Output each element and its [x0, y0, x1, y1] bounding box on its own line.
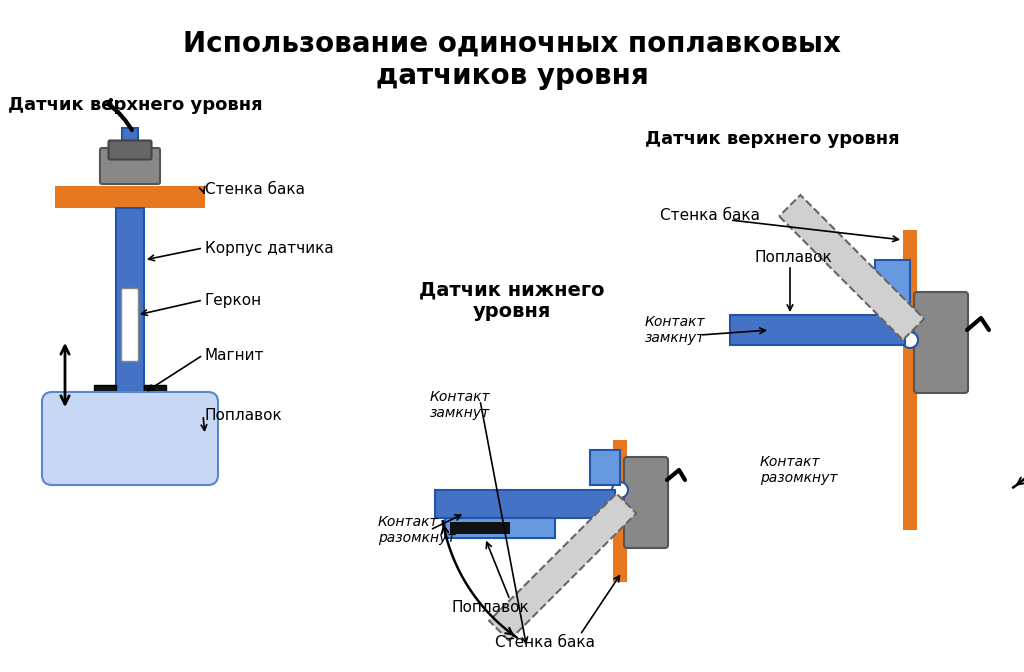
Bar [489, 493, 636, 640]
Bar [874, 260, 910, 305]
Text: Контакт
разомкнут: Контакт разомкнут [378, 515, 456, 545]
Text: Контакт
разомкнут: Контакт разомкнут [760, 455, 838, 485]
Text: Использование одиночных поплавковых: Использование одиночных поплавковых [183, 30, 841, 58]
Bar [111, 460, 150, 470]
FancyBboxPatch shape [122, 288, 138, 362]
Circle shape [902, 332, 918, 348]
Text: Магнит: Магнит [205, 347, 264, 362]
Text: Поплавок: Поплавок [205, 407, 283, 423]
FancyBboxPatch shape [42, 392, 218, 485]
Bar [450, 522, 510, 534]
FancyBboxPatch shape [100, 148, 160, 184]
Bar [55, 186, 205, 208]
Text: Датчик верхнего уровня: Датчик верхнего уровня [645, 130, 900, 148]
FancyBboxPatch shape [914, 292, 968, 393]
Bar [590, 450, 620, 485]
Bar [445, 518, 555, 538]
Text: Датчик верхнего уровня: Датчик верхнего уровня [8, 96, 262, 114]
Bar [94, 385, 116, 413]
Text: Стенка бака: Стенка бака [660, 208, 760, 222]
Bar [122, 128, 138, 148]
Bar [144, 385, 166, 413]
Text: Стенка бака: Стенка бака [205, 183, 305, 198]
Text: Поплавок: Поплавок [452, 600, 528, 615]
Text: Датчик нижнего
уровня: Датчик нижнего уровня [419, 280, 605, 321]
Bar [779, 195, 924, 340]
Bar [613, 440, 627, 582]
Circle shape [612, 482, 628, 498]
Text: Контакт
замкнут: Контакт замкнут [645, 315, 706, 345]
Bar [730, 315, 905, 345]
Text: Поплавок: Поплавок [755, 251, 833, 265]
FancyBboxPatch shape [109, 140, 152, 159]
Bar [435, 490, 615, 518]
Bar [116, 208, 144, 470]
Text: Стенка бака: Стенка бака [495, 635, 595, 650]
Text: Контакт
замкнут: Контакт замкнут [430, 390, 490, 420]
Bar [903, 230, 918, 530]
Text: датчиков уровня: датчиков уровня [376, 62, 648, 90]
FancyBboxPatch shape [624, 457, 668, 548]
Text: Корпус датчика: Корпус датчика [205, 241, 334, 255]
Text: Геркон: Геркон [205, 292, 262, 308]
